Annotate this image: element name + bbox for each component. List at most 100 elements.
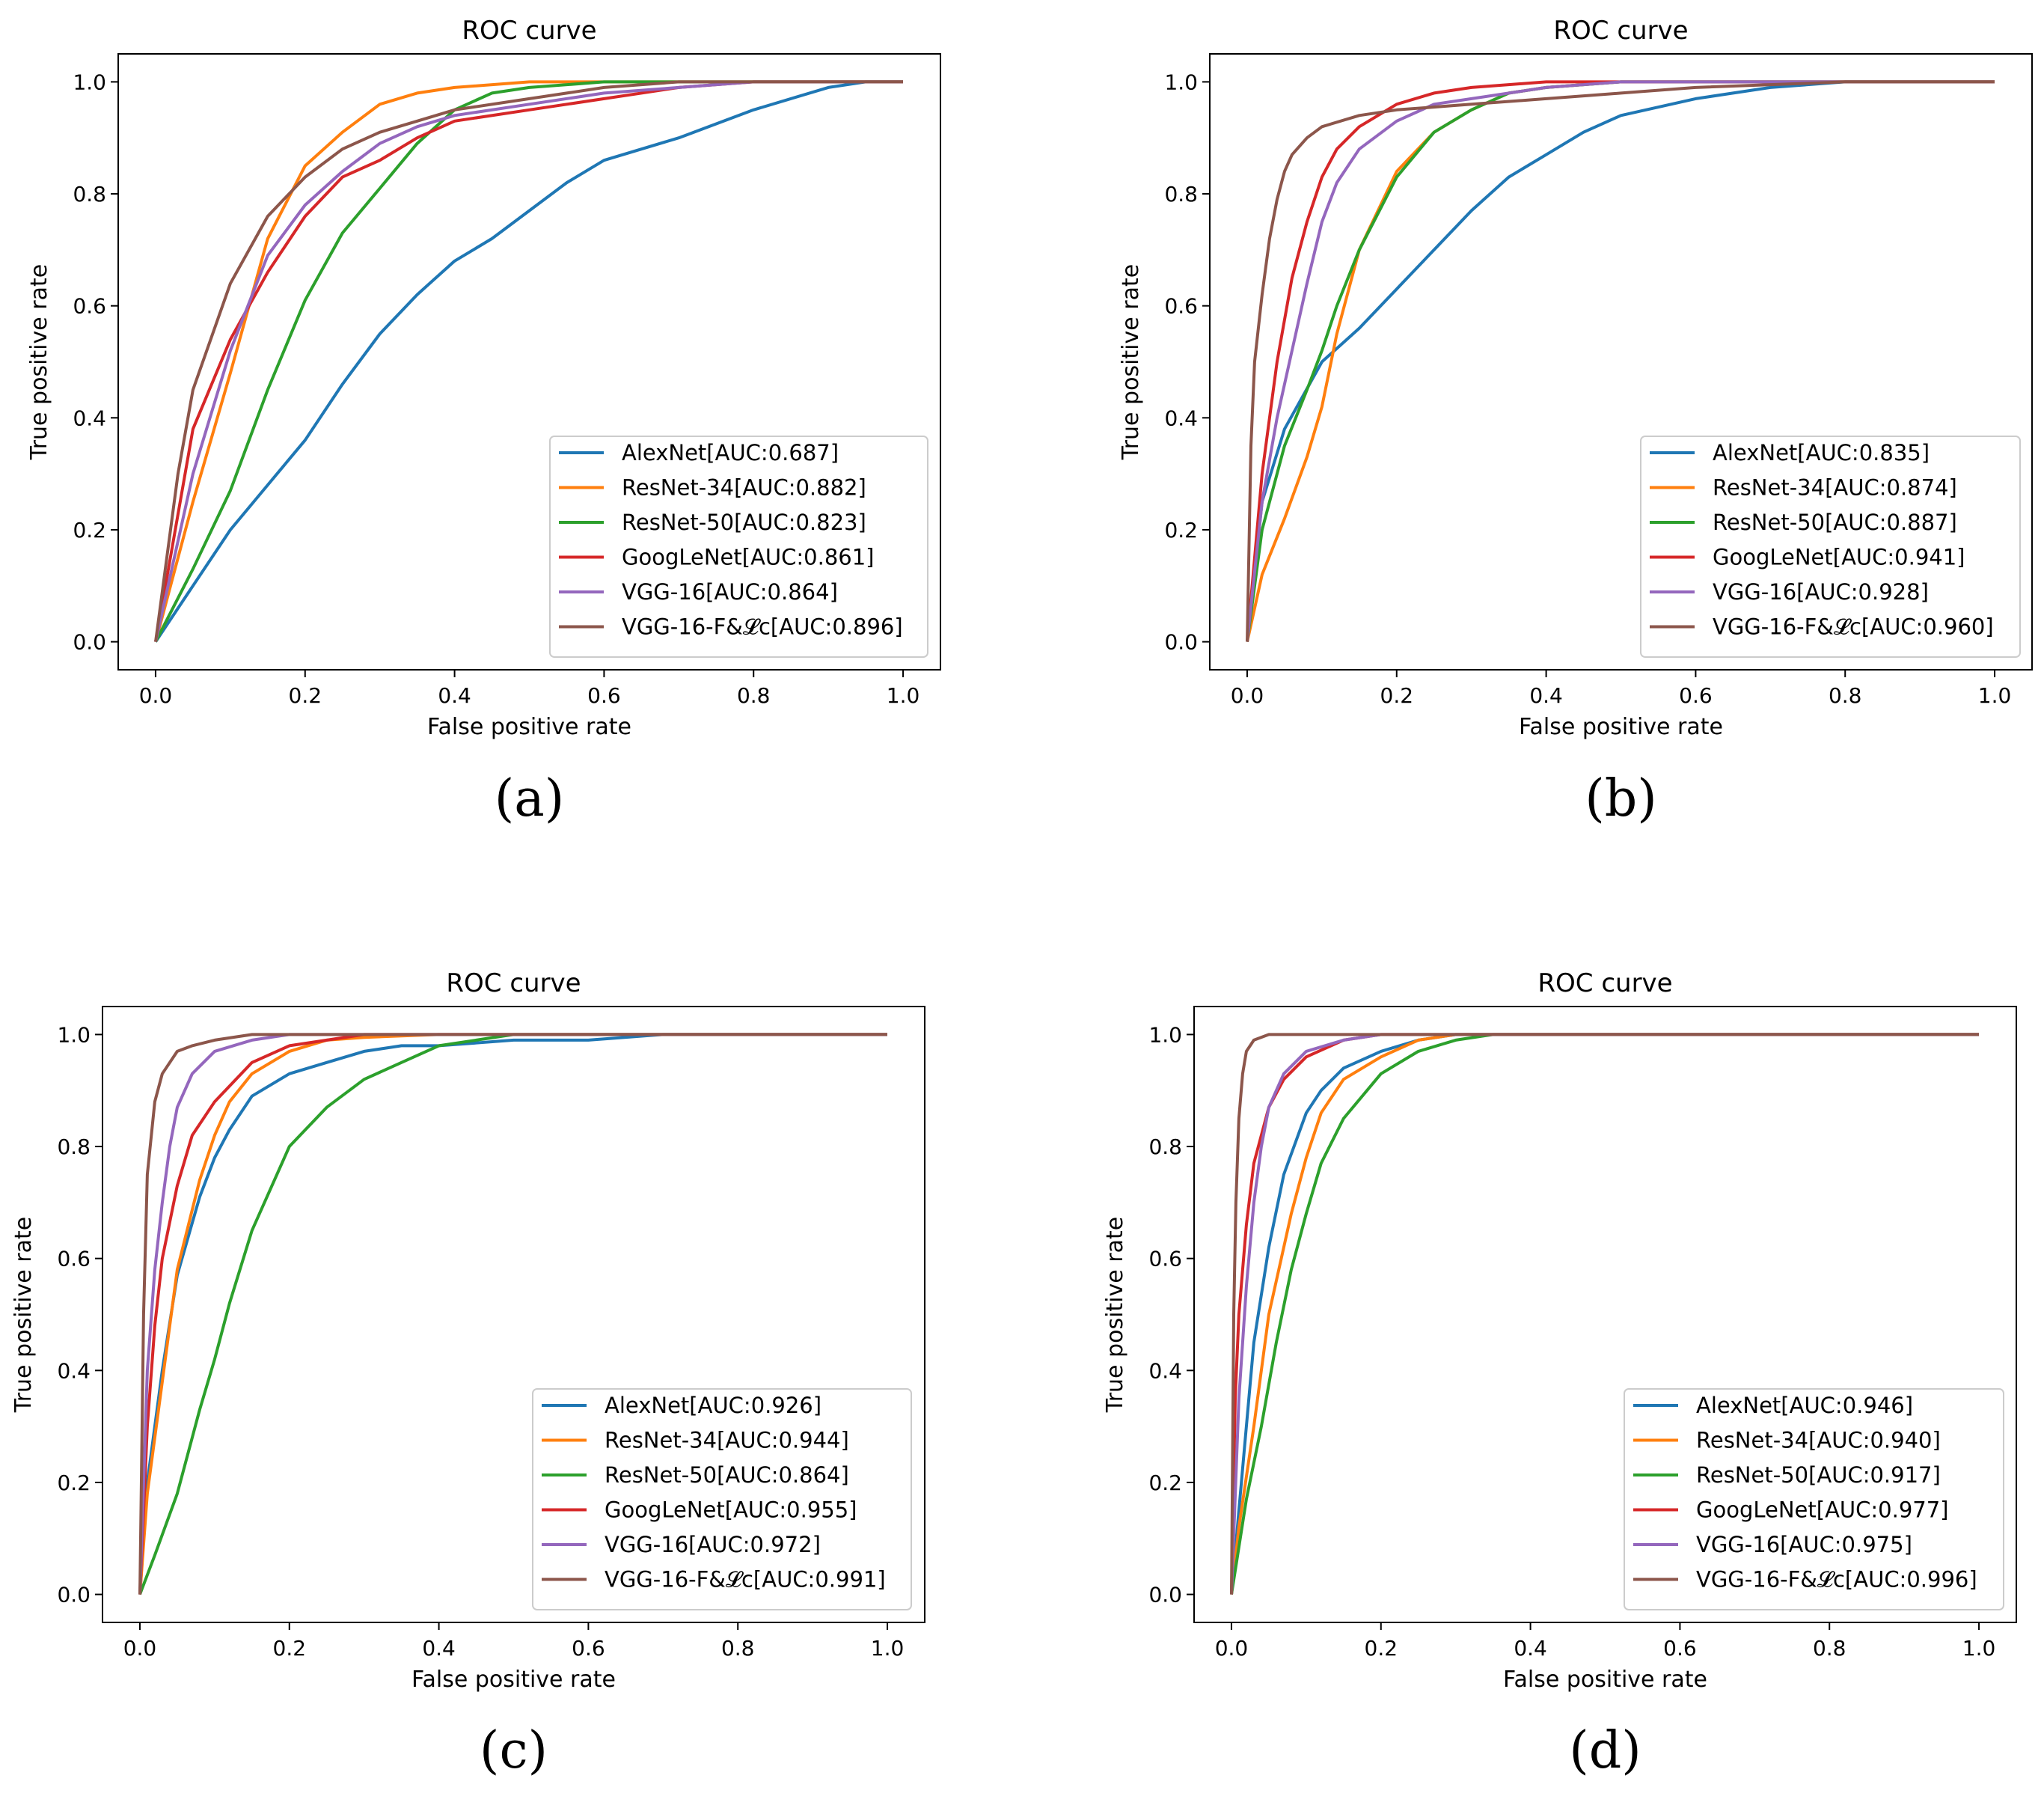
series-line-3	[138, 1033, 887, 1595]
legend-label: VGG-16[AUC:0.864]	[622, 579, 838, 605]
legend-label: VGG-16[AUC:0.975]	[1696, 1532, 1912, 1557]
series-line-2	[154, 80, 903, 643]
chart-title: ROC curve	[446, 968, 581, 998]
y-tick-label: 1.0	[73, 70, 106, 94]
series-line-2	[138, 1033, 887, 1595]
series-line-5	[1246, 80, 1995, 642]
legend-label: VGG-16-F&𝓛c[AUC:0.991]	[605, 1567, 886, 1592]
chart-panels: ROC curve 0.0 0.2 0.4 0.6 0.8 1.0 0.0 0.2 0.4 0.6 0…	[10, 16, 2033, 1780]
x-tick-label: 0.4	[1514, 1636, 1547, 1661]
y-tick-label: 0.2	[1164, 518, 1198, 543]
series-line-6	[138, 1033, 887, 1595]
legend-label: ResNet-34[AUC:0.940]	[1696, 1428, 1941, 1453]
axes-frame	[1209, 53, 2033, 671]
roc-panel-3: ROC curve 0.0 0.2 0.4 0.6 0.8 1.0 0.0 0.2 0.4 0.6 0…	[10, 968, 925, 1780]
y-tick-label: 0.8	[57, 1134, 91, 1159]
legend-box	[1640, 436, 2021, 658]
y-axis-label: True positive rate	[26, 264, 52, 460]
y-tick-label: 1.0	[57, 1022, 91, 1047]
x-tick-label: 0.6	[1679, 683, 1713, 708]
roc-panel-2: ROC curve 0.0 0.2 0.4 0.6 0.8 1.0 0.0 0.2 0.4 0.6 0…	[1118, 16, 2033, 828]
legend-box	[549, 436, 928, 658]
x-tick-label: 0.0	[1215, 1636, 1249, 1661]
y-axis-label: True positive rate	[1102, 1217, 1128, 1413]
panel-caption: (a)	[495, 769, 565, 828]
legend: AlexNet[AUC:0.946] ResNet-34[AUC:0.940] Re…	[1624, 1388, 2004, 1610]
y-tick-label: 1.0	[1164, 70, 1198, 94]
x-tick-label: 0.8	[1829, 683, 1862, 708]
x-tick-label: 0.0	[1231, 683, 1264, 708]
series-line-1	[154, 80, 903, 643]
y-tick-label: 0.6	[1164, 294, 1198, 319]
legend-label: VGG-16-F&𝓛c[AUC:0.896]	[622, 614, 903, 640]
y-axis-label: True positive rate	[10, 1217, 37, 1413]
y-tick-label: 0.6	[57, 1247, 91, 1271]
x-tick-label: 0.8	[721, 1636, 755, 1661]
series-lines	[1246, 80, 1995, 643]
x-tick-label: 0.2	[289, 683, 322, 708]
x-tick-label: 0.4	[1529, 683, 1563, 708]
legend-label: ResNet-50[AUC:0.864]	[605, 1462, 849, 1488]
x-tick-label: 1.0	[1962, 1636, 1996, 1661]
x-tick-label: 1.0	[1978, 683, 2012, 708]
x-tick-label: 0.8	[737, 683, 771, 708]
legend-label: VGG-16-F&𝓛c[AUC:0.960]	[1713, 614, 1994, 640]
legend-label: VGG-16[AUC:0.972]	[605, 1532, 821, 1557]
series-line-4	[1246, 80, 1995, 642]
y-tick-label: 0.2	[1148, 1471, 1182, 1495]
series-line-5	[154, 80, 903, 643]
y-tick-label: 0.2	[73, 518, 106, 543]
x-axis-label: False positive rate	[1503, 1667, 1707, 1693]
legend-label: ResNet-34[AUC:0.882]	[622, 475, 866, 501]
y-tick-label: 0.4	[57, 1358, 91, 1383]
series-line-3	[154, 80, 903, 643]
panel-caption: (c)	[480, 1721, 548, 1780]
x-tick-label: 1.0	[871, 1636, 905, 1661]
y-tick-label: 0.6	[1148, 1247, 1182, 1271]
y-tick-label: 0.4	[1164, 406, 1198, 430]
y-tick-label: 0.0	[73, 630, 106, 655]
legend-label: AlexNet[AUC:0.687]	[622, 440, 839, 465]
x-tick-label: 0.4	[438, 683, 471, 708]
roc-panel-1: ROC curve 0.0 0.2 0.4 0.6 0.8 1.0 0.0 0.2 0.4 0.6 0…	[26, 16, 941, 828]
legend-label: AlexNet[AUC:0.835]	[1713, 440, 1930, 465]
series-line-6	[154, 80, 903, 642]
panel-caption: (b)	[1585, 769, 1657, 828]
y-tick-label: 1.0	[1148, 1022, 1182, 1047]
x-tick-label: 0.6	[572, 1636, 605, 1661]
y-tick-label: 0.8	[73, 182, 106, 207]
axes-frame	[102, 1006, 925, 1623]
x-tick-label: 0.8	[1813, 1636, 1846, 1661]
chart-title: ROC curve	[1553, 16, 1688, 46]
x-tick-label: 0.2	[1365, 1636, 1398, 1661]
x-axis-label: False positive rate	[411, 1667, 616, 1693]
legend-box	[1624, 1388, 2004, 1610]
y-tick-label: 0.4	[73, 406, 106, 430]
x-tick-label: 0.2	[1380, 683, 1414, 708]
panel-caption: (d)	[1569, 1721, 1641, 1780]
y-axis-label: True positive rate	[1118, 264, 1144, 460]
legend-label: VGG-16-F&𝓛c[AUC:0.996]	[1696, 1567, 1977, 1592]
x-axis-label: False positive rate	[1519, 714, 1723, 740]
chart-title: ROC curve	[462, 16, 596, 46]
legend-label: VGG-16[AUC:0.928]	[1713, 579, 1929, 605]
x-axis-label: False positive rate	[427, 714, 631, 740]
legend: AlexNet[AUC:0.687] ResNet-34[AUC:0.882] Re…	[549, 436, 928, 658]
x-tick-label: 0.4	[422, 1636, 456, 1661]
legend-label: AlexNet[AUC:0.926]	[605, 1393, 821, 1418]
y-tick-label: 0.0	[57, 1583, 91, 1607]
y-tick-label: 0.0	[1164, 630, 1198, 655]
legend-label: ResNet-34[AUC:0.944]	[605, 1428, 849, 1453]
x-tick-label: 0.6	[1663, 1636, 1697, 1661]
legend-box	[532, 1388, 912, 1610]
y-tick-label: 0.2	[57, 1471, 91, 1495]
legend-label: GoogLeNet[AUC:0.941]	[1713, 545, 1965, 570]
legend-label: AlexNet[AUC:0.946]	[1696, 1393, 1913, 1418]
legend-label: GoogLeNet[AUC:0.955]	[605, 1497, 857, 1523]
legend-label: ResNet-34[AUC:0.874]	[1713, 475, 1957, 501]
y-tick-label: 0.8	[1164, 182, 1198, 207]
legend-label: GoogLeNet[AUC:0.861]	[622, 545, 875, 570]
axes-frame	[117, 53, 941, 671]
legend: AlexNet[AUC:0.926] ResNet-34[AUC:0.944] Re…	[532, 1388, 912, 1610]
